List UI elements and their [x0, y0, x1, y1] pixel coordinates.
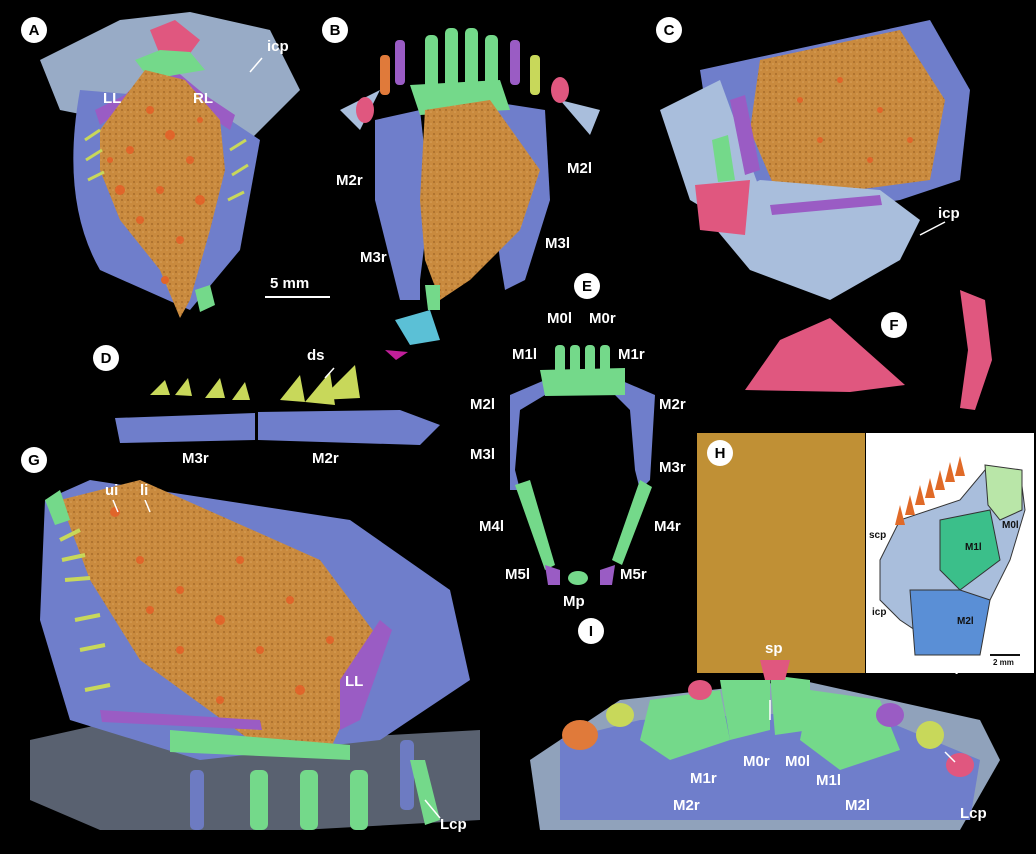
panel-f-badge: F — [881, 312, 907, 338]
label-i-lcp: Lcp — [960, 805, 987, 822]
label-e-m0l: M0l — [547, 310, 573, 327]
label-h-scp: scp — [869, 530, 887, 541]
panel-i-art — [530, 660, 1000, 830]
label-e-m5l: M5l — [505, 566, 531, 583]
label-c-icp: icp — [938, 205, 960, 222]
label-i-m0l: M0l — [785, 753, 811, 770]
label-b-m3r: M3r — [360, 249, 387, 266]
label-i-sp: sp — [765, 640, 783, 657]
panel-e-badge: E — [574, 273, 600, 299]
panel-h-art — [697, 433, 1034, 673]
label-i-m2r: M2r — [673, 797, 700, 814]
panel-e-art — [510, 345, 655, 585]
label-d-ds: ds — [307, 347, 325, 364]
label-i-m0r: M0r — [743, 753, 770, 770]
panel-f-art — [745, 290, 992, 410]
panel-g-badge: G — [21, 447, 47, 473]
label-e-m1r: M1r — [618, 346, 645, 363]
label-h-icp: icp — [872, 607, 887, 618]
label-h-m0l: M0l — [1002, 520, 1019, 531]
label-d-m2r: M2r — [312, 450, 339, 467]
label-d-m3r: M3r — [182, 450, 209, 467]
label-i-m1r: M1r — [690, 770, 717, 787]
label-e-m4r: M4r — [654, 518, 681, 535]
label-b-m2r: M2r — [336, 172, 363, 189]
panel-d-art — [115, 365, 440, 445]
leader-lines — [112, 57, 956, 819]
panel-a-badge: A — [21, 17, 47, 43]
label-b-m2l: M2l — [567, 160, 593, 177]
label-e-m4l: M4l — [479, 518, 505, 535]
label-g-lcp: Lcp — [440, 816, 467, 833]
label-a-ll: LL — [103, 90, 122, 107]
label-i-m1l: M1l — [816, 772, 842, 789]
label-e-m3r: M3r — [659, 459, 686, 476]
label-b-m3l: M3l — [545, 235, 571, 252]
panel-a-art — [40, 12, 300, 318]
label-e-m2r: M2r — [659, 396, 686, 413]
label-a-scale: 5 mm — [270, 275, 310, 292]
label-i-icp: icp — [942, 658, 964, 675]
label-e-m2l: M2l — [470, 396, 496, 413]
panel-b-badge: B — [322, 17, 348, 43]
label-a-icp: icp — [267, 38, 289, 55]
label-e-m1l: M1l — [512, 346, 538, 363]
label-g-ll: LL — [345, 673, 364, 690]
panel-b-art — [340, 28, 600, 360]
panel-g-art — [30, 480, 480, 830]
panel-c-badge: C — [656, 17, 682, 43]
label-e-m0r: M0r — [589, 310, 616, 327]
label-h-m2l: M2l — [957, 616, 974, 627]
label-e-mp: Mp — [563, 593, 585, 610]
panel-h-badge: H — [707, 440, 733, 466]
panel-c-art — [660, 20, 970, 300]
label-e-m5r: M5r — [620, 566, 647, 583]
label-h-scale: 2 mm — [993, 658, 1014, 667]
label-i-m2l: M2l — [845, 797, 871, 814]
label-e-m3l: M3l — [470, 446, 496, 463]
label-h-m1l: M1l — [965, 542, 982, 553]
panel-i-badge: I — [578, 618, 604, 644]
label-g-ui: ui — [105, 482, 119, 499]
label-g-li: li — [140, 482, 149, 499]
label-a-rl: RL — [193, 90, 213, 107]
panel-d-badge: D — [93, 345, 119, 371]
